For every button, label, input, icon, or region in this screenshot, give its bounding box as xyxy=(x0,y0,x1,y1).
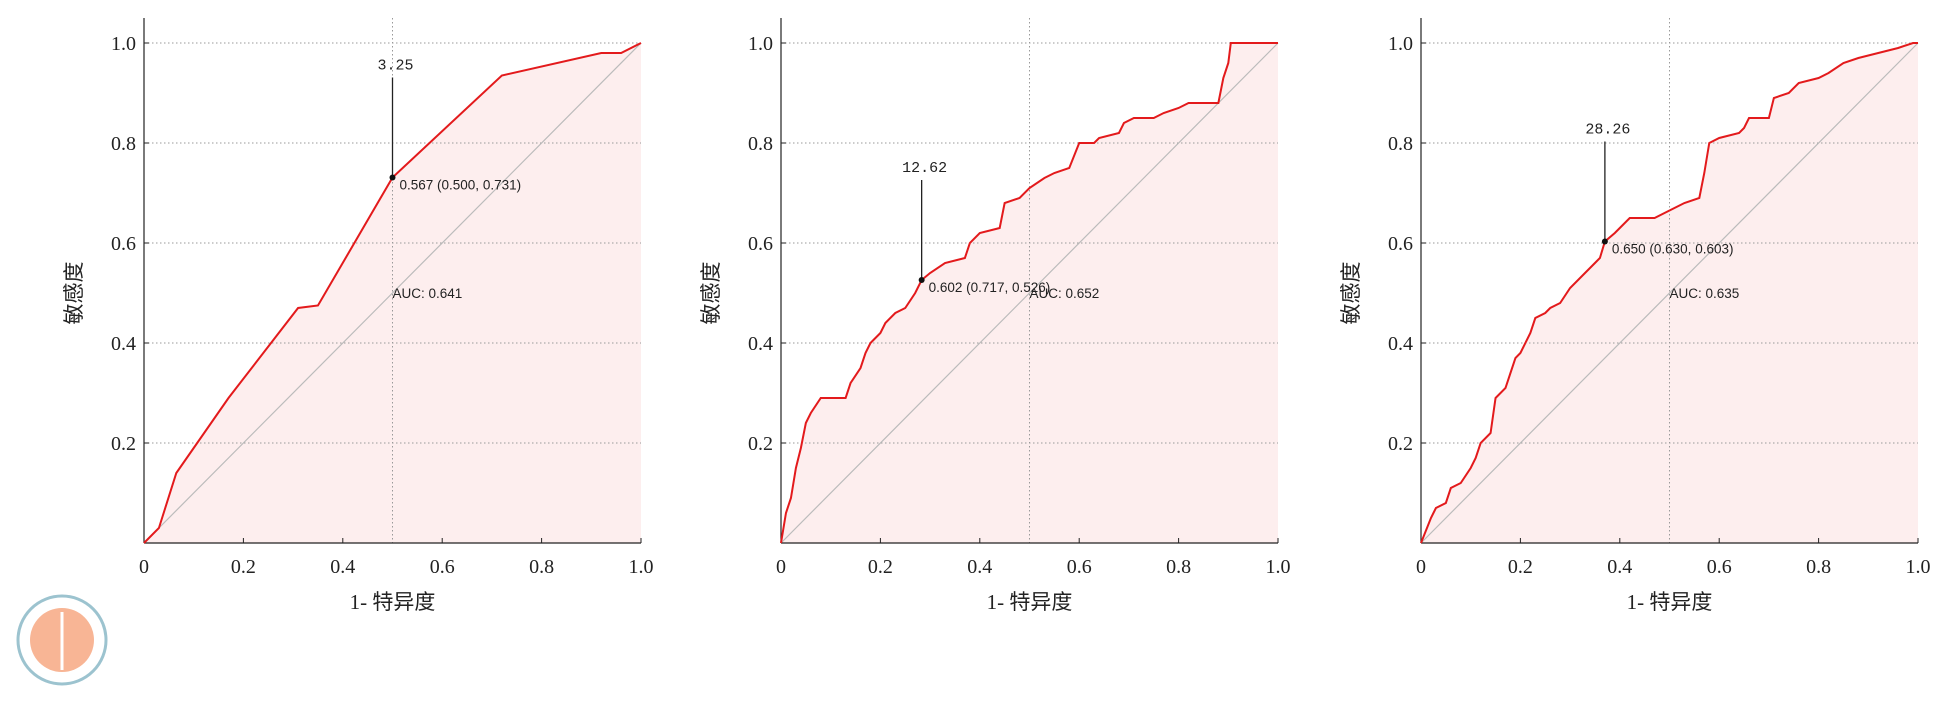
x-tick-label: 0.6 xyxy=(430,556,455,578)
x-axis-label: 1- 特异度 xyxy=(987,590,1073,614)
y-tick-label: 0.8 xyxy=(1388,133,1413,155)
y-tick-label: 0.6 xyxy=(748,233,773,255)
y-tick-label: 0.6 xyxy=(1388,233,1413,255)
point-label: 0.567 (0.500, 0.731) xyxy=(400,178,522,193)
roc-curve xyxy=(780,42,1278,544)
x-tick-label: 0.6 xyxy=(1707,556,1732,578)
chance-line xyxy=(143,42,642,544)
x-axis-label: 1- 特异度 xyxy=(350,590,436,614)
chance-line xyxy=(780,42,1279,544)
y-tick-label: 1.0 xyxy=(748,33,773,55)
x-axis-label: 1- 特异度 xyxy=(1627,590,1713,614)
roc-curve xyxy=(143,42,642,544)
x-tick-label: 1.0 xyxy=(1906,556,1931,578)
point-label: 0.650 (0.630, 0.603) xyxy=(1612,242,1734,257)
auc-label: AUC: 0.635 xyxy=(1670,286,1740,301)
y-axis-label: 敏感度 xyxy=(62,262,86,325)
x-tick-label: 0.8 xyxy=(1166,556,1191,578)
x-tick-label: 0 xyxy=(139,556,149,578)
y-tick-label: 0.6 xyxy=(111,233,136,255)
y-tick-label: 0.8 xyxy=(111,133,136,155)
x-tick-label: 0.4 xyxy=(967,556,992,578)
x-tick-label: 0.2 xyxy=(231,556,256,578)
cutoff-label: 12.62 xyxy=(902,160,947,177)
x-tick-label: 0.8 xyxy=(1806,556,1831,578)
x-tick-label: 0.2 xyxy=(868,556,893,578)
cutoff-label: 3.25 xyxy=(377,58,413,75)
chart: 0.2 0.4 0.6 0.8 1.0 0 0.2 0.4 0.6 0.8 1.0 3.25 0.567… xyxy=(62,18,654,614)
y-tick-label: 0.4 xyxy=(111,333,136,355)
chance-line xyxy=(1420,42,1919,544)
y-tick-label: 1.0 xyxy=(1388,33,1413,55)
cutoff-point xyxy=(918,277,925,283)
x-tick-label: 0.4 xyxy=(330,556,355,578)
cutoff-label: 28.26 xyxy=(1585,122,1630,139)
x-tick-label: 0.8 xyxy=(529,556,554,578)
x-tick-label: 0.2 xyxy=(1508,556,1533,578)
y-tick-label: 1.0 xyxy=(111,33,136,55)
x-tick-label: 0 xyxy=(1416,556,1426,578)
y-tick-label: 0.2 xyxy=(111,433,136,455)
auc-label: AUC: 0.652 xyxy=(1030,286,1100,301)
y-tick-label: 0.2 xyxy=(1388,433,1413,455)
y-tick-label: 0.2 xyxy=(748,433,773,455)
chart: 0.2 0.4 0.6 0.8 1.0 0 0.2 0.4 0.6 0.8 1.0 28.26 0.65… xyxy=(1339,18,1931,614)
x-tick-label: 0 xyxy=(776,556,786,578)
logo xyxy=(16,594,108,686)
y-tick-label: 0.4 xyxy=(1388,333,1413,355)
y-axis-label: 敏感度 xyxy=(1339,262,1363,325)
x-tick-label: 1.0 xyxy=(1266,556,1291,578)
cutoff-point xyxy=(389,174,396,181)
cutoff-point xyxy=(1601,238,1608,245)
y-axis-label: 敏感度 xyxy=(699,262,723,325)
x-tick-label: 0.4 xyxy=(1607,556,1632,578)
y-tick-label: 0.4 xyxy=(748,333,773,355)
chart: 0.2 0.4 0.6 0.8 1.0 0 0.2 0.4 0.6 0.8 1.0 12.62 0.60… xyxy=(699,18,1291,614)
auc-label: AUC: 0.641 xyxy=(393,286,463,301)
y-tick-label: 0.8 xyxy=(748,133,773,155)
x-tick-label: 1.0 xyxy=(629,556,654,578)
x-tick-label: 0.6 xyxy=(1067,556,1092,578)
point-label: 0.602 (0.717, 0.526) xyxy=(929,280,1051,295)
